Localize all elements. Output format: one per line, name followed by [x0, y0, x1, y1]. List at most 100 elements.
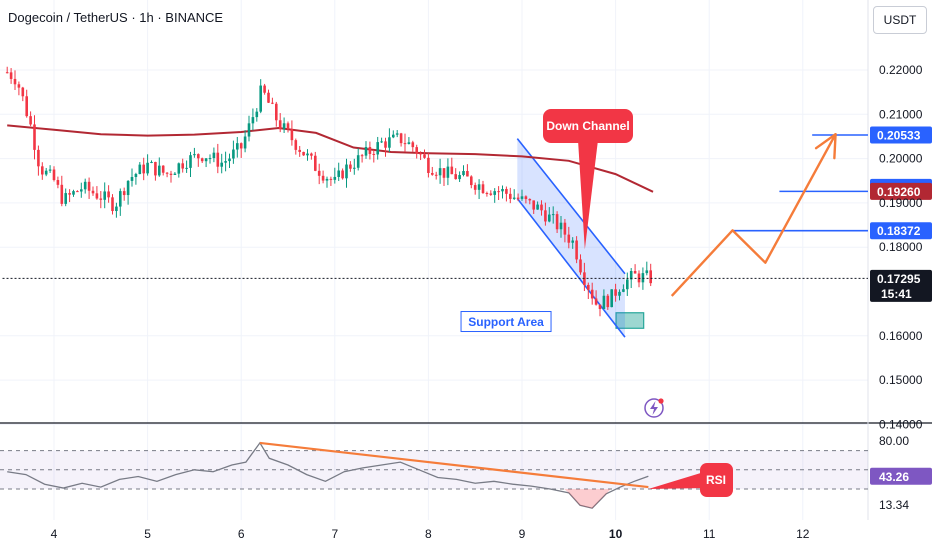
candles — [5, 66, 652, 317]
candle-body — [64, 193, 67, 204]
candle-body — [477, 184, 481, 190]
candle-body — [169, 173, 173, 175]
candle-body — [633, 270, 637, 274]
candle-body — [243, 136, 247, 149]
candle-body — [87, 181, 91, 191]
candle-body — [5, 72, 9, 74]
candle-body — [536, 204, 539, 210]
flash-icon-bolt — [650, 401, 658, 415]
candle-body — [44, 170, 48, 175]
candle-body — [423, 154, 426, 158]
candle-body — [481, 184, 485, 194]
candle-body — [165, 172, 169, 174]
candle-body — [407, 142, 411, 144]
x-tick-label: 6 — [238, 527, 245, 541]
candle-body — [115, 206, 118, 212]
candle-body — [594, 298, 598, 305]
channel-fill — [517, 138, 625, 338]
candle-body — [271, 102, 274, 104]
candle-body — [60, 184, 64, 204]
candle-body — [641, 273, 645, 283]
candle-body — [349, 164, 352, 169]
candle-body — [275, 103, 278, 121]
support-area-box[interactable] — [615, 312, 645, 329]
candle-body — [376, 142, 379, 155]
support-area-label-box — [460, 311, 552, 333]
candle-body — [142, 164, 145, 174]
projection-arrowhead — [833, 133, 837, 160]
candle-body — [161, 165, 165, 173]
down-channel[interactable] — [516, 138, 626, 338]
currency-unit-button[interactable]: USDT — [873, 6, 927, 34]
candle-body — [302, 151, 305, 156]
rsi-tick-label: 13.34 — [879, 498, 909, 512]
candle-body — [259, 85, 262, 112]
level-countdown: 15:41 — [881, 287, 912, 301]
candle-body — [68, 193, 71, 195]
candle-body — [524, 196, 528, 199]
candle-body — [146, 162, 149, 174]
candle-body — [83, 181, 87, 190]
candle-body — [501, 188, 504, 192]
candle-body — [602, 295, 606, 309]
candle-body — [353, 167, 356, 169]
rsi-bubble-label: RSI — [706, 473, 726, 487]
candle-body — [411, 142, 415, 148]
candle-body — [450, 166, 454, 175]
support-area[interactable]: Support Area — [460, 311, 645, 333]
candle-body — [341, 170, 344, 179]
moving-average — [7, 124, 654, 193]
grid — [0, 0, 932, 520]
x-tick-label: 5 — [144, 527, 151, 541]
candle-body — [587, 284, 590, 290]
candle-body — [197, 154, 200, 159]
candle-body — [446, 166, 450, 178]
rsi-trendline[interactable] — [259, 441, 649, 489]
candle-body — [567, 234, 571, 243]
candle-body — [154, 161, 157, 176]
candle-body — [555, 214, 559, 230]
flash-icon[interactable] — [644, 398, 664, 418]
candle-body — [563, 222, 567, 235]
candle-body — [29, 116, 32, 125]
candle-body — [95, 193, 99, 199]
candle-body — [473, 185, 477, 190]
x-axis-bg — [0, 520, 932, 550]
y-axis: 0.14000 0.15000 0.16000 0.18000 0.19000 0.200… — [879, 63, 923, 431]
candle-body — [442, 168, 446, 178]
candle-body — [181, 163, 184, 169]
candle-body — [419, 153, 422, 155]
candle-body — [532, 200, 535, 210]
candle-body — [224, 161, 227, 163]
candle-body — [317, 170, 321, 176]
candle-body — [454, 174, 457, 180]
candle-body — [470, 176, 473, 186]
candle-body — [282, 123, 286, 130]
projection-arrowhead — [814, 133, 837, 150]
candle-body — [551, 214, 555, 216]
candle-body — [138, 164, 142, 175]
candle-body — [520, 196, 524, 199]
projection-path[interactable] — [670, 133, 837, 297]
candle-body — [493, 191, 496, 195]
rsi-tick-label: 80.00 — [879, 434, 909, 448]
candle-body — [173, 173, 177, 175]
candle-body — [33, 124, 36, 150]
rsi-current-tag — [870, 467, 932, 485]
candle-body — [37, 149, 40, 167]
y-tick-label: 0.20000 — [879, 152, 923, 166]
channel-upper-line[interactable] — [516, 138, 626, 275]
candle-body — [9, 72, 13, 79]
down-channel-label: Down Channel — [546, 119, 629, 133]
candle-body — [239, 143, 243, 149]
candle-body — [314, 155, 317, 171]
level-tag — [870, 222, 932, 240]
x-tick-label: 7 — [331, 527, 338, 541]
projection-line[interactable] — [670, 133, 837, 297]
candle-body — [263, 85, 266, 93]
channel-lower-line[interactable] — [516, 197, 626, 338]
candle-body — [333, 176, 337, 180]
down-channel-pointer — [578, 140, 598, 250]
y-tick-label: 0.16000 — [879, 329, 923, 343]
